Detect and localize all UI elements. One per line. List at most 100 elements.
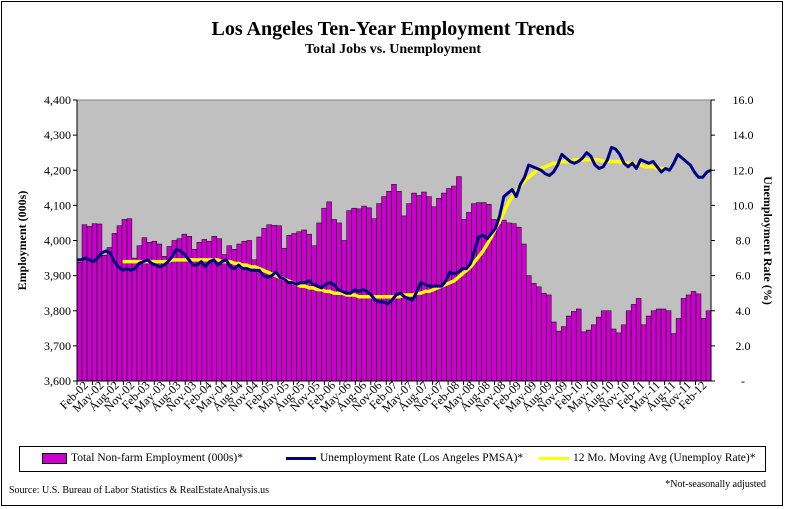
employment-bar: [700, 318, 707, 382]
y-tick-label-left: 4,400: [44, 93, 71, 107]
legend-label-employment: Total Non-farm Employment (000s)*: [71, 452, 243, 464]
y-tick-label-left: 3,700: [44, 339, 71, 353]
employment-bar: [635, 298, 642, 382]
employment-bar: [516, 226, 522, 382]
legend-swatch-moving-avg: [539, 456, 569, 460]
employment-bar: [361, 205, 367, 382]
y-tick-label-right: -: [741, 374, 745, 388]
employment-bar: [101, 255, 108, 382]
y-tick-label-left: 3,600: [44, 374, 71, 388]
employment-bar: [256, 236, 262, 382]
y-tick-label-right: 2.0: [736, 339, 751, 353]
employment-bar: [645, 315, 652, 382]
employment-bar: [411, 192, 417, 382]
legend-swatch-unemployment-rate: [286, 456, 316, 460]
employment-bar: [556, 330, 562, 382]
y-tick-label-left: 4,300: [44, 128, 71, 142]
employment-bar: [221, 254, 227, 382]
employment-bar: [321, 207, 327, 382]
employment-bar: [650, 310, 657, 382]
chart-title: Los Angeles Ten-Year Employment Trends: [211, 18, 575, 40]
employment-bar: [605, 310, 612, 382]
employment-bar: [126, 218, 133, 382]
employment-bar: [211, 236, 217, 382]
employment-bar: [595, 316, 602, 382]
employment-bar: [391, 184, 397, 382]
y-tick-label-left: 3,900: [44, 269, 71, 283]
employment-bar: [675, 318, 682, 382]
y-tick-label-right: 4.0: [736, 304, 751, 318]
employment-bar: [590, 324, 597, 382]
employment-bar: [620, 324, 627, 382]
employment-bar: [471, 203, 477, 382]
employment-bar: [506, 222, 512, 382]
employment-bar: [610, 328, 617, 382]
y-tick-label-right: 10.0: [733, 198, 754, 212]
employment-bar: [600, 310, 607, 382]
employment-bar: [551, 321, 557, 382]
employment-bar: [670, 333, 677, 382]
employment-bar: [481, 202, 487, 382]
employment-bar: [680, 298, 687, 382]
legend-label-moving-avg: 12 Mo. Moving Avg (Unemploy Rate)*: [573, 452, 756, 464]
employment-bar: [116, 225, 123, 382]
employment-bar: [546, 294, 552, 382]
employment-bar: [271, 225, 277, 382]
employment-bar: [336, 222, 342, 382]
y-tick-label-right: 14.0: [733, 128, 754, 142]
employment-bar: [161, 256, 168, 382]
employment-bar: [276, 225, 282, 382]
employment-bar: [376, 203, 382, 382]
employment-bar: [585, 329, 592, 382]
employment-bar: [261, 227, 267, 382]
employment-bar: [406, 203, 412, 382]
employment-bar: [166, 246, 173, 382]
employment-bar: [91, 223, 98, 382]
employment-bar: [421, 191, 427, 382]
y-axis-title-right: Unemployment Rate (%): [761, 176, 775, 305]
chart-subtitle: Total Jobs vs. Unemployment: [304, 42, 482, 57]
y-tick-label-right: 8.0: [736, 234, 751, 248]
employment-bar: [131, 257, 138, 382]
employment-bar: [341, 240, 347, 382]
employment-bar: [491, 219, 497, 382]
seasonal-note: *Not-seasonally adjusted: [665, 479, 766, 490]
source-note: Source: U.S. Bureau of Labor Statistics …: [9, 485, 269, 496]
employment-bar: [685, 294, 692, 382]
employment-bar: [291, 233, 297, 382]
employment-bar: [655, 308, 662, 382]
y-tick-label-left: 4,200: [44, 163, 71, 177]
y-tick-label-right: 12.0: [733, 163, 754, 177]
employment-bar: [241, 240, 247, 382]
employment-bar: [496, 224, 502, 382]
employment-bar: [386, 191, 392, 382]
employment-bar: [566, 315, 572, 382]
employment-bar: [296, 231, 302, 382]
employment-bar: [581, 331, 587, 382]
employment-bar: [521, 243, 527, 382]
employment-bar: [705, 310, 712, 382]
y-tick-label-left: 4,100: [44, 198, 71, 212]
y-tick-label-right: 6.0: [736, 269, 751, 283]
employment-bar: [311, 245, 317, 382]
employment-bar: [615, 332, 622, 382]
employment-bar: [121, 219, 128, 382]
employment-bar: [511, 223, 517, 382]
y-tick-label-left: 3,800: [44, 304, 71, 318]
employment-bar: [466, 212, 472, 382]
employment-bar: [561, 326, 567, 382]
employment-bar: [486, 204, 492, 382]
employment-bar: [690, 291, 697, 382]
employment-bar: [76, 262, 83, 382]
employment-bar: [461, 219, 467, 382]
employment-bar: [431, 206, 437, 382]
employment-bar: [396, 191, 402, 382]
employment-bar: [81, 224, 88, 382]
employment-bar: [665, 310, 672, 382]
employment-bar: [476, 202, 482, 382]
employment-bar: [536, 286, 542, 382]
employment-bar: [381, 196, 387, 382]
employment-bar: [640, 324, 647, 382]
employment-bar: [501, 219, 507, 382]
legend-item-unemployment-rate: Unemployment Rate (Los Angeles PMSA)*: [286, 452, 523, 464]
